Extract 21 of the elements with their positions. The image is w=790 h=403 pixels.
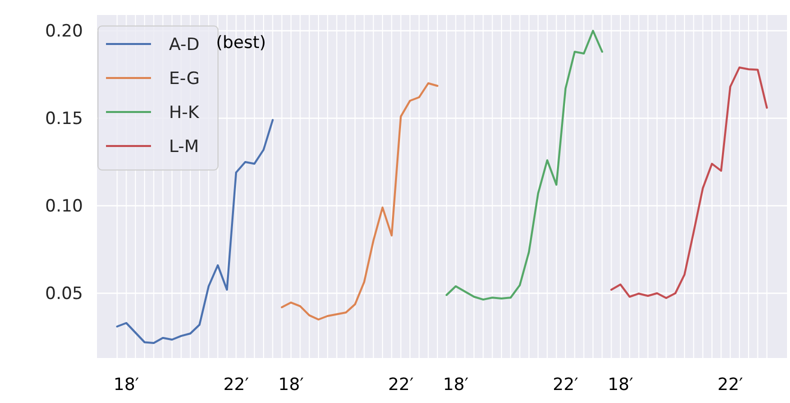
x-tick-label: 18′ <box>278 375 304 395</box>
x-tick-label: 22′ <box>552 375 578 395</box>
x-tick-label: 22′ <box>223 375 249 395</box>
y-tick-label: 0.20 <box>45 22 83 42</box>
y-tick-label: 0.15 <box>45 109 83 130</box>
legend-label: E-G <box>169 68 200 89</box>
legend-label: L-M <box>169 136 199 157</box>
legend-label: H-K <box>169 102 200 123</box>
x-tick-label: 22′ <box>718 375 744 395</box>
line-series <box>116 119 274 344</box>
legend-label: A-D <box>169 34 200 55</box>
line-series <box>610 66 768 299</box>
x-tick-label: 18′ <box>442 375 469 395</box>
y-tick-label: 0.10 <box>45 196 83 217</box>
line-series <box>280 82 438 320</box>
x-tick-label: 18′ <box>608 375 634 395</box>
x-tick-label: 22′ <box>388 375 414 395</box>
x-tick-label: 18′ <box>114 375 140 395</box>
y-tick-label: 0.05 <box>45 284 83 304</box>
line-series <box>446 30 604 301</box>
annotation: (best) <box>216 32 266 53</box>
